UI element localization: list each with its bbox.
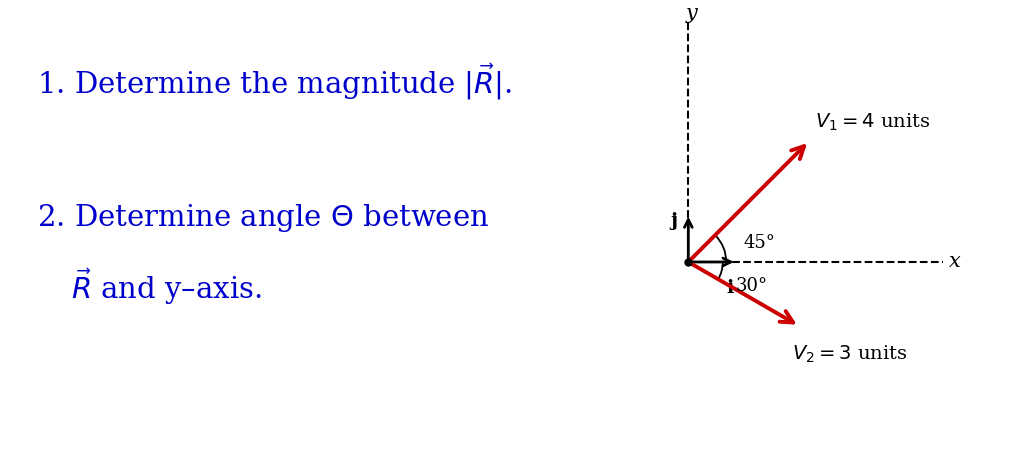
Text: 1. Determine the magnitude $|\vec{R}|$.: 1. Determine the magnitude $|\vec{R}|$.: [37, 62, 512, 102]
Text: i: i: [726, 279, 733, 297]
Text: 45°: 45°: [743, 234, 775, 252]
Text: y: y: [686, 4, 697, 23]
Text: j: j: [671, 212, 678, 230]
Text: $V_1 = 4$ units: $V_1 = 4$ units: [815, 111, 930, 133]
Text: 2. Determine angle $\Theta$ between: 2. Determine angle $\Theta$ between: [37, 202, 489, 234]
Text: $V_2 = 3$ units: $V_2 = 3$ units: [793, 344, 908, 364]
Text: 30°: 30°: [735, 277, 767, 295]
Text: x: x: [949, 253, 961, 272]
Text: $\vec{R}$ and y–axis.: $\vec{R}$ and y–axis.: [71, 267, 262, 307]
